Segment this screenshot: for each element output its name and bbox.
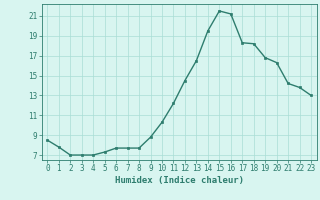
X-axis label: Humidex (Indice chaleur): Humidex (Indice chaleur) bbox=[115, 176, 244, 185]
